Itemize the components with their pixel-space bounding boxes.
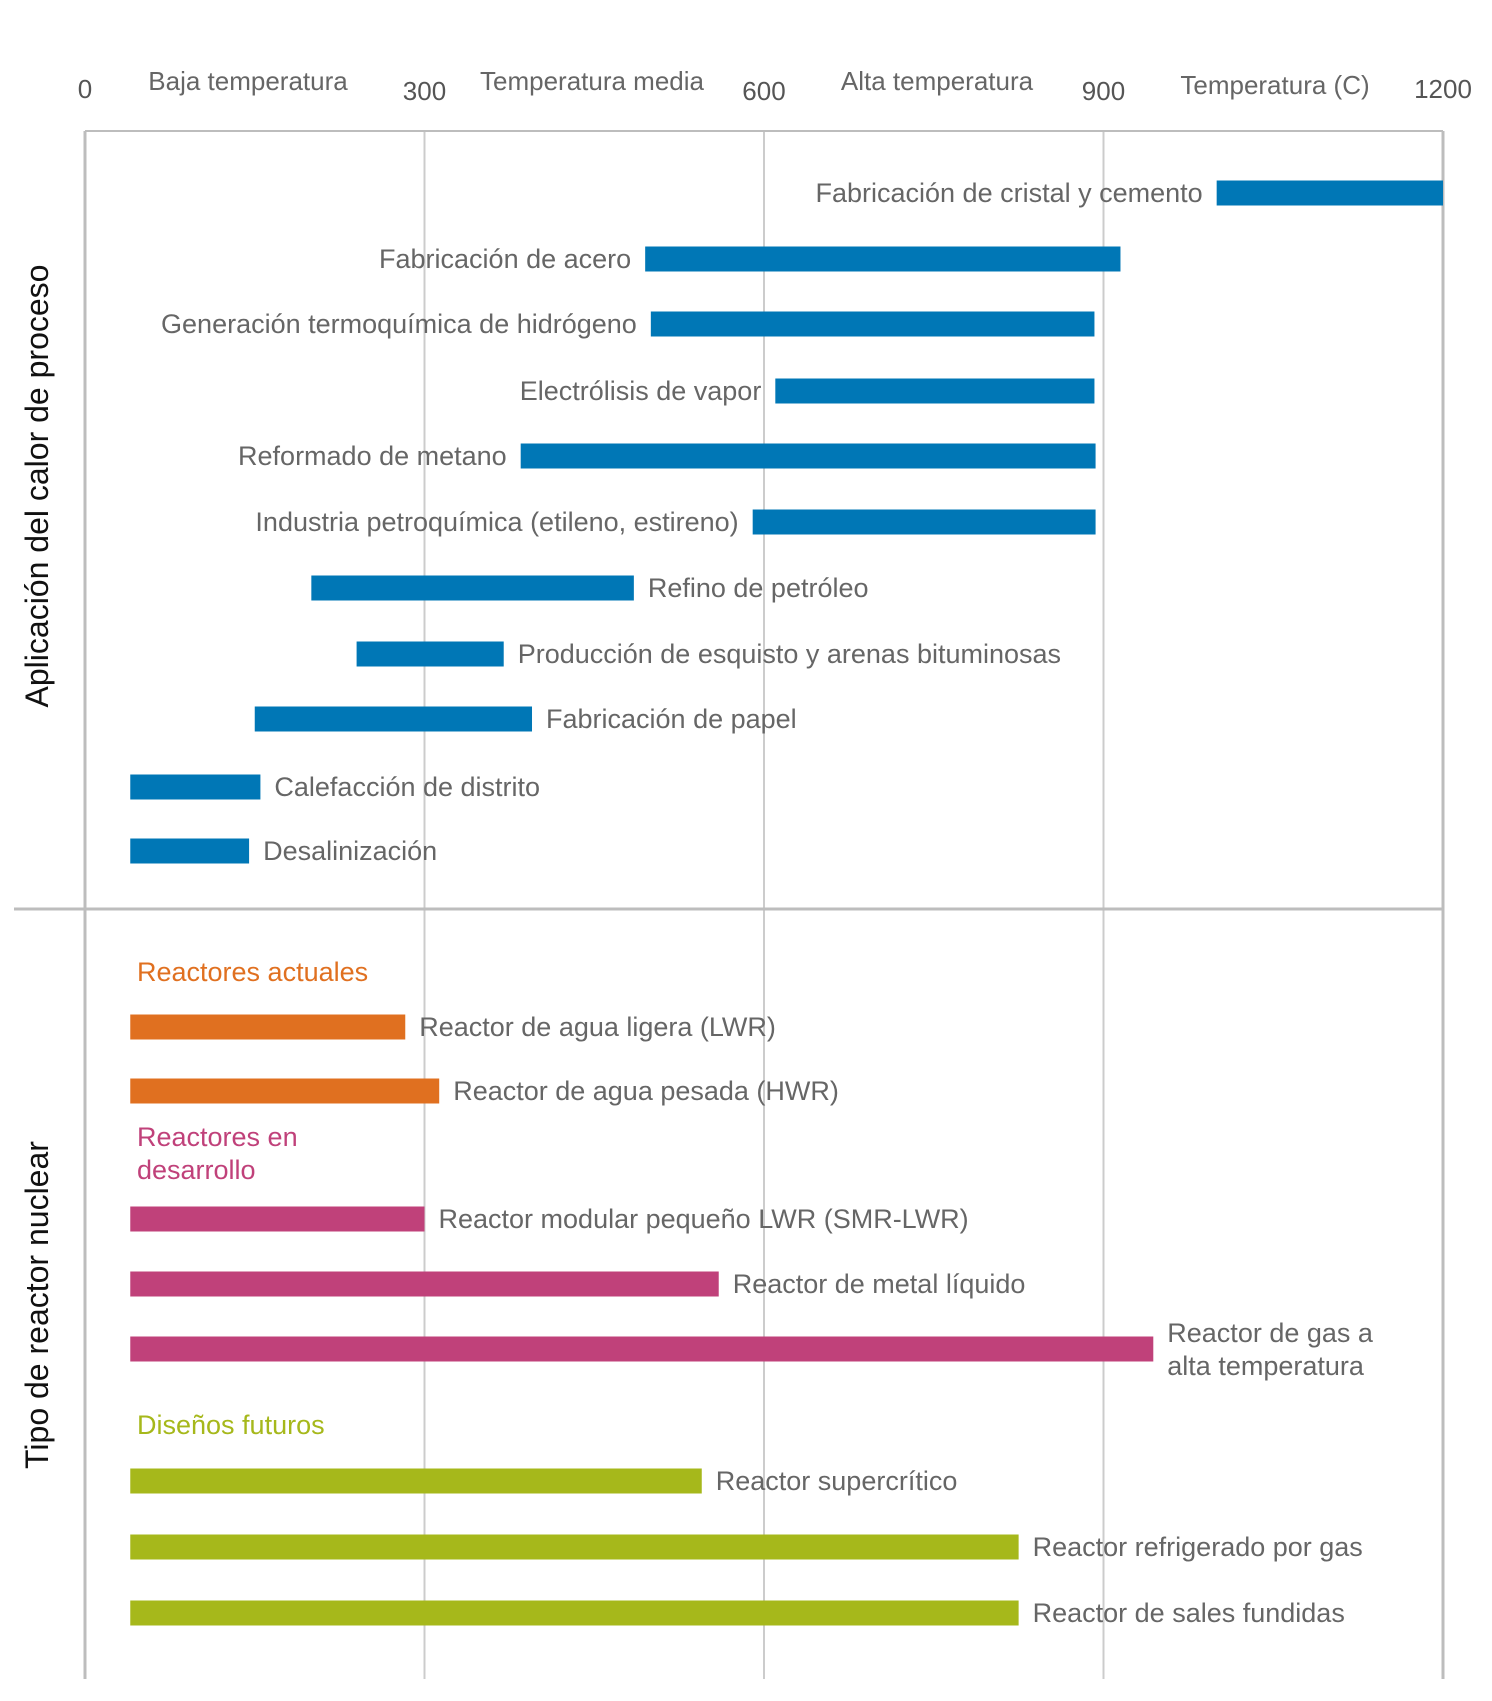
bar xyxy=(254,706,533,732)
bar-label: Refino de petróleo xyxy=(648,573,869,603)
bar xyxy=(1216,180,1443,206)
bar-label: Reactor de metal líquido xyxy=(733,1269,1026,1299)
bar xyxy=(130,1014,406,1040)
bar xyxy=(775,378,1095,404)
bar-label: alta temperatura xyxy=(1167,1351,1365,1381)
temperature-range-label: Alta temperatura xyxy=(841,66,1034,96)
section-title: Tipo de reactor nuclear xyxy=(19,1141,55,1469)
bar-label: Electrólisis de vapor xyxy=(520,376,762,406)
group-label: Reactores en xyxy=(137,1122,298,1152)
bar xyxy=(520,443,1096,469)
bar-label: Calefacción de distrito xyxy=(274,772,540,802)
bar-label: Industria petroquímica (etileno, estiren… xyxy=(255,507,738,537)
bar-label: Desalinización xyxy=(263,836,437,866)
bar-label: Reactor de sales fundidas xyxy=(1033,1598,1345,1628)
x-tick-label: 0 xyxy=(78,74,92,104)
bar-label: Generación termoquímica de hidrógeno xyxy=(161,309,637,339)
x-tick-label: 300 xyxy=(403,76,446,106)
bar-label: Reactor modular pequeño LWR (SMR-LWR) xyxy=(439,1204,969,1234)
section-title: Aplicación del calor de proceso xyxy=(19,265,55,708)
bar-label: Fabricación de cristal y cemento xyxy=(815,178,1202,208)
bar-label: Reactor de agua pesada (HWR) xyxy=(453,1076,839,1106)
bar xyxy=(650,311,1095,337)
temperature-range-label: Temperatura media xyxy=(480,66,705,96)
bar-label: Fabricación de papel xyxy=(546,704,797,734)
temperature-range-label: Baja temperatura xyxy=(148,66,348,96)
group-label: Diseños futuros xyxy=(137,1410,325,1440)
bar xyxy=(645,246,1121,272)
bar xyxy=(130,1206,425,1232)
bar xyxy=(130,1271,719,1297)
bar xyxy=(311,575,634,601)
x-tick-label: 600 xyxy=(742,76,785,106)
group-label: Reactores actuales xyxy=(137,957,368,987)
x-tick-label: 1200 xyxy=(1414,74,1472,104)
group-label: desarrollo xyxy=(137,1155,256,1185)
bar xyxy=(130,1078,440,1104)
bar-label: Reactor de gas a xyxy=(1167,1318,1374,1348)
bar-label: Reformado de metano xyxy=(238,441,507,471)
bar xyxy=(130,1600,1019,1626)
bar-label: Producción de esquisto y arenas bitumino… xyxy=(518,639,1061,669)
bar-label: Reactor refrigerado por gas xyxy=(1033,1532,1363,1562)
bar xyxy=(752,509,1096,535)
bar xyxy=(130,1468,702,1494)
bar-label: Reactor de agua ligera (LWR) xyxy=(419,1012,776,1042)
x-tick-label: 900 xyxy=(1082,76,1125,106)
bar-label: Fabricación de acero xyxy=(379,244,631,274)
bar-label: Reactor supercrítico xyxy=(716,1466,958,1496)
bar xyxy=(130,838,250,864)
bar xyxy=(130,1534,1019,1560)
bar xyxy=(356,641,504,667)
bar xyxy=(130,1336,1154,1362)
bar xyxy=(130,774,261,800)
x-axis-label: Temperatura (C) xyxy=(1180,70,1369,100)
